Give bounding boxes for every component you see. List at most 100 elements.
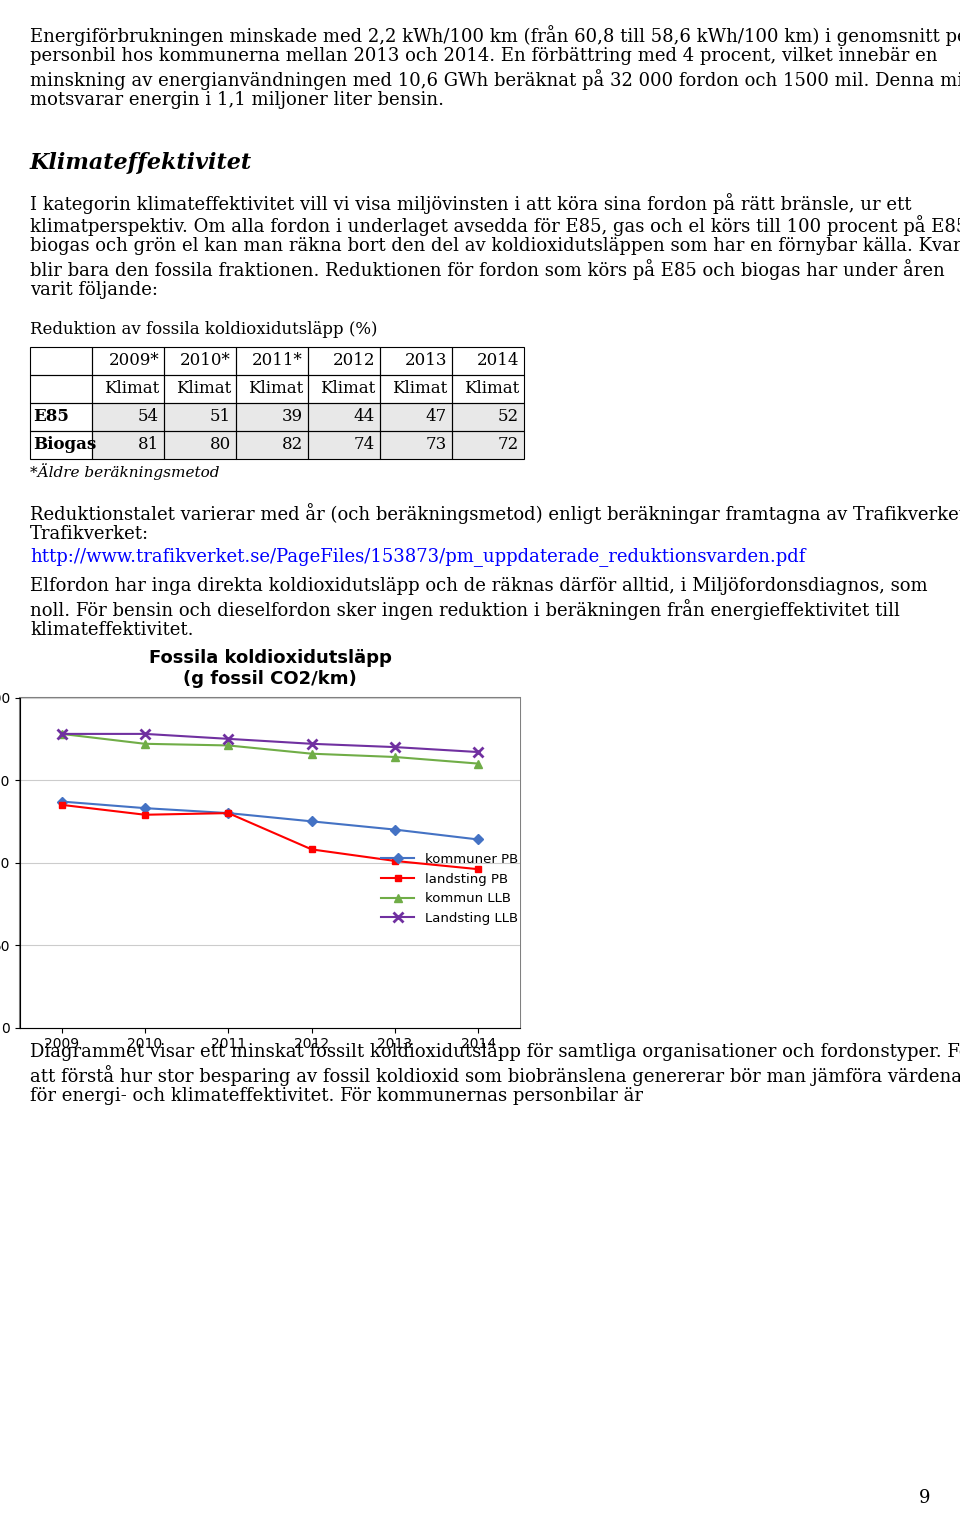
Bar [452,374,524,403]
Line: Landsting LLB: Landsting LLB [57,730,483,757]
Bar [164,374,236,403]
Text: att förstå hur stor besparing av fossil koldioxid som biobränslena genererar bör: att förstå hur stor besparing av fossil … [30,1064,960,1086]
Bar [380,403,452,430]
Text: 51: 51 [210,409,231,425]
Bar [380,374,452,403]
Legend: kommuner PB, landsting PB, kommun LLB, Landsting LLB: kommuner PB, landsting PB, kommun LLB, L… [376,848,523,930]
Text: Klimat: Klimat [320,380,375,397]
Bar [164,430,236,459]
Bar [308,403,380,430]
Bar [30,403,92,430]
kommuner PB [472,830,484,848]
Text: noll. För bensin och dieselfordon sker ingen reduktion i beräkningen från energi: noll. För bensin och dieselfordon sker i… [30,598,900,619]
landsting PB [56,796,67,815]
Text: E85: E85 [33,409,69,425]
Text: 72: 72 [497,436,519,453]
Bar [92,347,164,374]
Text: Trafikverket:: Trafikverket: [30,524,149,542]
Bar [452,430,524,459]
Text: 54: 54 [138,409,159,425]
Text: 2009*: 2009* [108,353,159,369]
Bar [452,347,524,374]
Bar [236,374,308,403]
Text: 2012: 2012 [332,353,375,369]
Landsting LLB [472,743,484,762]
Bar [30,347,92,374]
kommuner PB [139,799,151,818]
Bar [380,347,452,374]
Bar [92,403,164,430]
Text: Klimateffektivitet: Klimateffektivitet [30,151,252,174]
landsting PB [306,840,318,858]
kommuner PB [56,792,67,810]
kommun LLB [389,748,400,766]
Text: Diagrammet visar ett minskat fossilt koldioxidutsläpp för samtliga organisatione: Diagrammet visar ett minskat fossilt kol… [30,1043,960,1061]
kommun LLB [472,754,484,772]
Bar [92,430,524,459]
Text: Klimat: Klimat [176,380,231,397]
Text: Reduktionstalet varierar med år (och beräkningsmetod) enligt beräkningar framtag: Reduktionstalet varierar med år (och ber… [30,503,960,524]
Landsting LLB [223,730,234,748]
kommun LLB [223,736,234,754]
Text: 82: 82 [281,436,303,453]
Text: http://www.trafikverket.se/PageFiles/153873/pm_uppdaterade_reduktionsvarden.pdf: http://www.trafikverket.se/PageFiles/153… [30,547,805,566]
kommun LLB [306,745,318,763]
Text: 74: 74 [353,436,375,453]
landsting PB [223,804,234,822]
Bar [236,403,308,430]
Text: motsvarar energin i 1,1 miljoner liter bensin.: motsvarar energin i 1,1 miljoner liter b… [30,91,444,109]
landsting PB [139,805,151,824]
Bar [380,430,452,459]
Text: klimatperspektiv. Om alla fordon i underlaget avsedda för E85, gas och el körs t: klimatperspektiv. Om alla fordon i under… [30,215,960,236]
Title: Fossila koldioxidutsläpp
(g fossil CO2/km): Fossila koldioxidutsläpp (g fossil CO2/k… [149,650,392,687]
kommun LLB [56,725,67,743]
Landsting LLB [56,725,67,743]
Text: 73: 73 [425,436,447,453]
Text: 44: 44 [353,409,375,425]
Line: landsting PB: landsting PB [59,801,482,872]
Bar [164,347,236,374]
Line: kommun LLB: kommun LLB [58,730,483,768]
Text: 2014: 2014 [476,353,519,369]
Text: Energiförbrukningen minskade med 2,2 kWh/100 km (från 60,8 till 58,6 kWh/100 km): Energiförbrukningen minskade med 2,2 kWh… [30,26,960,45]
Text: 52: 52 [498,409,519,425]
Text: klimateffektivitet.: klimateffektivitet. [30,621,194,639]
kommun LLB [139,734,151,752]
Bar [30,374,92,403]
Line: kommuner PB: kommuner PB [59,798,482,843]
Text: biogas och grön el kan man räkna bort den del av koldioxidutsläppen som har en f: biogas och grön el kan man räkna bort de… [30,238,960,254]
Text: 81: 81 [137,436,159,453]
kommuner PB [223,804,234,822]
Bar [30,430,92,459]
Text: 80: 80 [209,436,231,453]
Landsting LLB [389,737,400,755]
Text: I kategorin klimateffektivitet vill vi visa miljövinsten i att köra sina fordon : I kategorin klimateffektivitet vill vi v… [30,192,911,213]
Text: för energi- och klimateffektivitet. För kommunernas personbilar är: för energi- och klimateffektivitet. För … [30,1087,643,1105]
Bar [164,403,236,430]
Text: Elfordon har inga direkta koldioxidutsläpp och de räknas därför alltid, i Miljöf: Elfordon har inga direkta koldioxidutslä… [30,577,927,595]
kommuner PB [306,813,318,831]
Text: personbil hos kommunerna mellan 2013 och 2014. En förbättring med 4 procent, vil: personbil hos kommunerna mellan 2013 och… [30,47,938,65]
Text: Klimat: Klimat [248,380,303,397]
Text: 9: 9 [919,1488,930,1506]
kommuner PB [389,821,400,839]
landsting PB [472,860,484,878]
Text: Klimat: Klimat [392,380,447,397]
Text: *Äldre beräkningsmetod: *Äldre beräkningsmetod [30,463,220,480]
Bar [92,374,164,403]
Bar [308,374,380,403]
Text: 47: 47 [425,409,447,425]
Text: 39: 39 [282,409,303,425]
Bar [92,403,524,430]
Bar [92,430,164,459]
Bar [308,430,380,459]
Bar [236,347,308,374]
Bar [452,403,524,430]
Text: Klimat: Klimat [104,380,159,397]
Text: 2011*: 2011* [252,353,303,369]
Landsting LLB [306,734,318,752]
Text: Klimat: Klimat [464,380,519,397]
Bar [236,430,308,459]
Text: Reduktion av fossila koldioxidutsläpp (%): Reduktion av fossila koldioxidutsläpp (%… [30,321,377,338]
Text: minskning av energianvändningen med 10,6 GWh beräknat på 32 000 fordon och 1500 : minskning av energianvändningen med 10,6… [30,70,960,89]
